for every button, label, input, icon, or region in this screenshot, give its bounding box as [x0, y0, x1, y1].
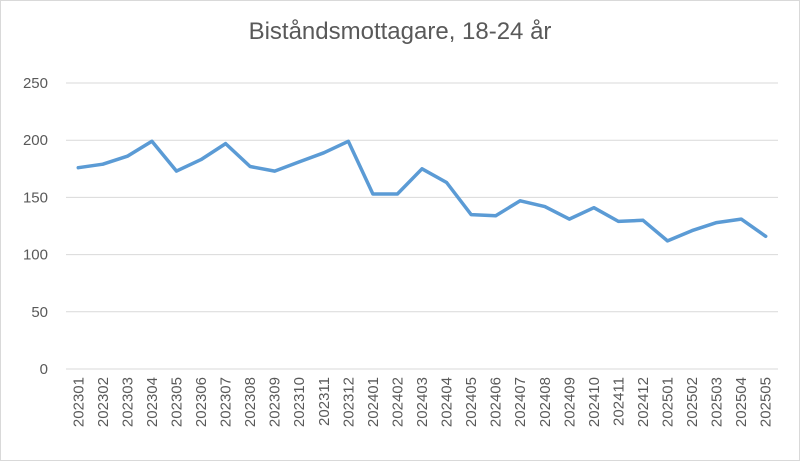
x-tick-label: 202503 — [709, 377, 726, 427]
data-point — [371, 192, 375, 196]
x-tick-label: 202403 — [414, 377, 431, 427]
x-tick-label: 202302 — [95, 377, 112, 427]
y-tick-label: 0 — [40, 361, 48, 378]
x-tick-label: 202312 — [340, 377, 357, 427]
x-tick-label: 202406 — [488, 377, 505, 427]
x-tick-label: 202310 — [291, 377, 308, 427]
data-point — [567, 217, 571, 221]
x-tick-label: 202501 — [660, 377, 677, 427]
x-tick-label: 202307 — [218, 377, 235, 427]
x-tick-label: 202311 — [316, 377, 333, 426]
series — [76, 139, 768, 243]
data-point — [739, 217, 743, 221]
data-point — [125, 154, 129, 158]
series-line — [76, 139, 768, 243]
data-point — [174, 169, 178, 173]
chart-title: Biståndsmottagare, 18-24 år — [248, 18, 552, 45]
gridlines — [66, 82, 778, 370]
x-tick-label: 202401 — [365, 377, 382, 427]
data-point — [715, 221, 719, 225]
x-tick-label: 202309 — [267, 377, 284, 427]
data-point — [273, 169, 277, 173]
x-tick-label: 202410 — [586, 377, 603, 427]
y-tick-label: 50 — [31, 304, 48, 321]
x-tick-label: 202505 — [758, 377, 775, 427]
x-tick-label: 202409 — [561, 377, 578, 427]
x-tick-label: 202305 — [168, 377, 185, 427]
data-point — [666, 239, 670, 243]
x-tick-label: 202411 — [610, 377, 627, 426]
x-tick-label: 202412 — [635, 377, 652, 427]
data-point — [224, 142, 228, 146]
x-tick-label: 202306 — [193, 377, 210, 427]
data-point — [445, 181, 449, 185]
data-point — [395, 192, 399, 196]
y-tick-label: 100 — [23, 247, 48, 264]
x-tick-label: 202504 — [733, 377, 750, 427]
y-tick-label: 250 — [23, 75, 48, 92]
data-point — [346, 139, 350, 143]
x-tick-label: 202303 — [119, 377, 136, 427]
data-point — [322, 151, 326, 155]
data-point — [101, 162, 105, 166]
x-tick-label: 202407 — [512, 377, 529, 427]
x-tick-label: 202304 — [144, 377, 161, 427]
data-point — [494, 214, 498, 218]
x-tick-label: 202405 — [463, 377, 480, 427]
x-tick-label: 202502 — [684, 377, 701, 427]
x-tick-label: 202402 — [389, 377, 406, 427]
x-tick-label: 202308 — [242, 377, 259, 427]
data-point — [248, 165, 252, 169]
data-point — [518, 199, 522, 203]
y-axis-ticks: 0 50 100 150 200 250 — [23, 75, 48, 378]
data-point — [592, 206, 596, 210]
x-tick-label: 202301 — [70, 377, 87, 427]
data-point — [543, 205, 547, 209]
data-point — [150, 139, 154, 143]
x-axis-ticks: 202301 202302 202303 202304 202305 202306 2023… — [70, 377, 774, 427]
data-point — [420, 167, 424, 171]
data-point — [297, 160, 301, 164]
data-point — [764, 234, 768, 238]
x-tick-label: 202408 — [537, 377, 554, 427]
data-point — [76, 166, 80, 170]
data-point — [469, 213, 473, 217]
y-tick-label: 150 — [23, 189, 48, 206]
data-point — [616, 219, 620, 223]
data-point — [199, 158, 203, 162]
x-tick-label: 202404 — [439, 377, 456, 427]
data-point — [690, 229, 694, 233]
data-point — [641, 218, 645, 222]
y-tick-label: 200 — [23, 132, 48, 149]
